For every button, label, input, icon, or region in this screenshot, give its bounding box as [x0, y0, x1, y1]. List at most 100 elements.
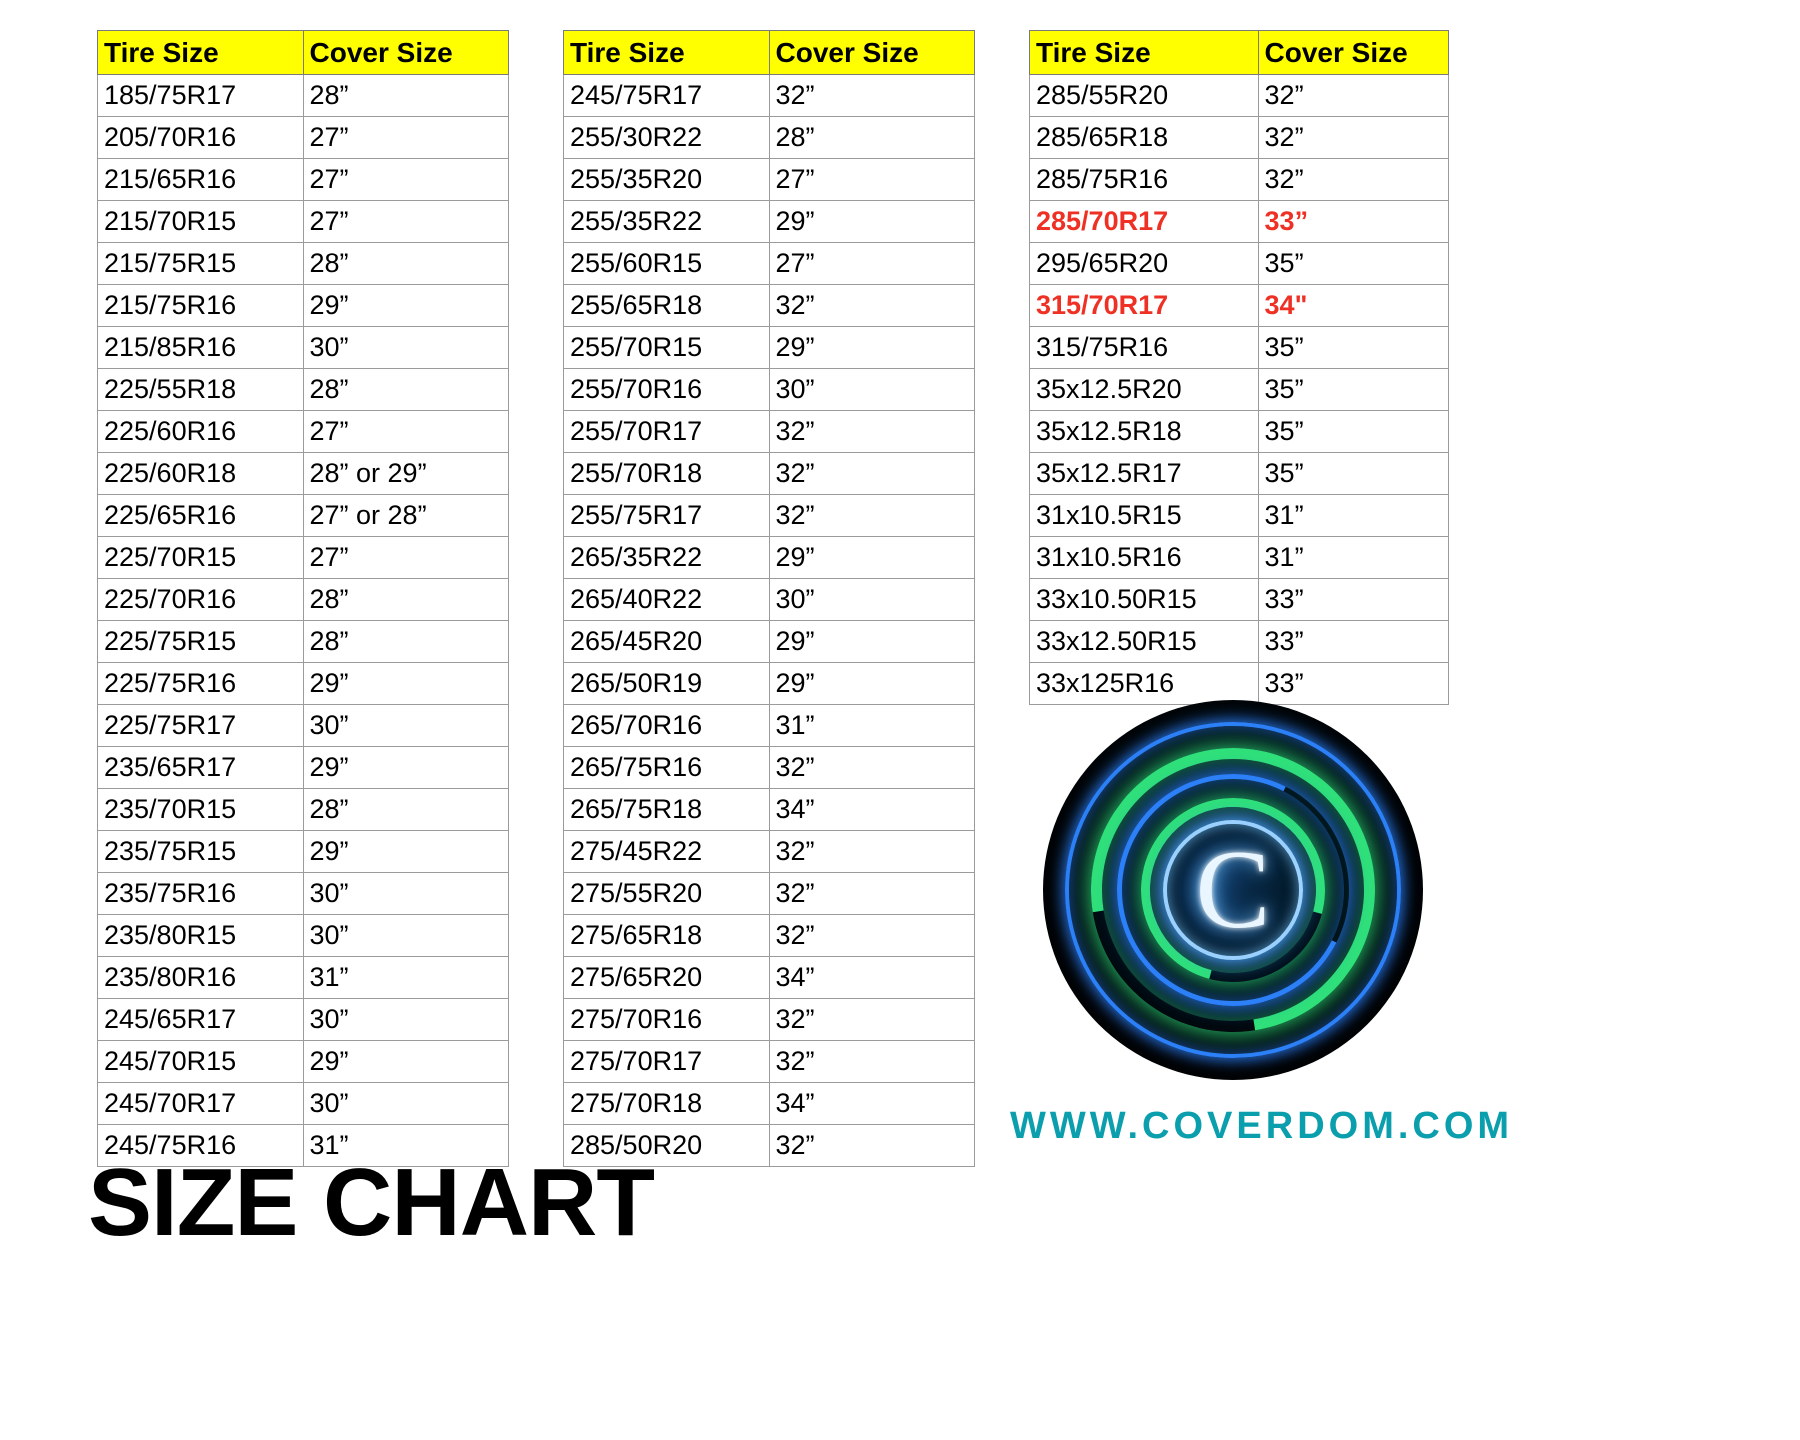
table-row: 275/70R17 32”	[563, 1040, 975, 1083]
table-row: 225/55R18 28”	[97, 368, 509, 411]
logo-ring-inner-blue-icon	[1163, 820, 1303, 960]
cell-cover-size: 32”	[1257, 116, 1450, 159]
table-body: 245/75R17 32” 255/30R22 28” 255/35R20 27” 255/…	[563, 74, 975, 1167]
cell-tire-size: 295/65R20	[1029, 242, 1259, 285]
cell-tire-size: 225/75R15	[97, 620, 304, 663]
cell-tire-size: 265/75R18	[563, 788, 770, 831]
cell-cover-size: 34”	[768, 1082, 975, 1125]
table-row: 255/70R17 32”	[563, 410, 975, 453]
cell-tire-size: 235/70R15	[97, 788, 304, 831]
table-header-row: Tire Size Cover Size	[563, 30, 975, 75]
cell-cover-size: 34”	[768, 956, 975, 999]
cell-tire-size: 31x10.5R15	[1029, 494, 1259, 537]
column-header-cover-size: Cover Size	[768, 30, 975, 75]
cell-tire-size: 285/55R20	[1029, 74, 1259, 117]
cell-cover-size: 35”	[1257, 410, 1450, 453]
cell-tire-size: 265/40R22	[563, 578, 770, 621]
cell-tire-size: 245/70R17	[97, 1082, 304, 1125]
cell-cover-size: 32”	[768, 872, 975, 915]
cell-cover-size: 33”	[1257, 620, 1450, 663]
table-row: 315/75R16 35”	[1029, 326, 1450, 369]
cell-tire-size: 315/70R17	[1029, 284, 1259, 327]
table-row: 275/45R22 32”	[563, 830, 975, 873]
table-row: 215/75R16 29”	[97, 284, 509, 327]
table-row: 225/75R17 30”	[97, 704, 509, 747]
cell-cover-size: 30”	[768, 368, 975, 411]
cell-tire-size: 265/70R16	[563, 704, 770, 747]
cell-tire-size: 235/65R17	[97, 746, 304, 789]
tire-size-table-2: Tire Size Cover Size 245/75R17 32” 255/30R…	[563, 30, 975, 1167]
cell-tire-size: 225/60R18	[97, 452, 304, 495]
cell-tire-size: 225/60R16	[97, 410, 304, 453]
cell-cover-size: 29”	[768, 536, 975, 579]
cell-cover-size: 29”	[768, 326, 975, 369]
table-body: 185/75R17 28” 205/70R16 27” 215/65R16 27” 215/…	[97, 74, 509, 1167]
cell-tire-size: 265/35R22	[563, 536, 770, 579]
cell-tire-size: 255/30R22	[563, 116, 770, 159]
cell-cover-size: 32”	[768, 284, 975, 327]
coverdom-logo: C	[1043, 700, 1423, 1080]
table-row: 185/75R17 28”	[97, 74, 509, 117]
cell-tire-size: 265/50R19	[563, 662, 770, 705]
cell-tire-size: 35x12.5R18	[1029, 410, 1259, 453]
table-row: 285/55R20 32”	[1029, 74, 1450, 117]
column-header-tire-size: Tire Size	[97, 30, 304, 75]
table-row: 255/35R20 27”	[563, 158, 975, 201]
cell-cover-size: 28”	[302, 242, 509, 285]
cell-tire-size: 255/75R17	[563, 494, 770, 537]
cell-tire-size: 225/75R16	[97, 662, 304, 705]
cell-cover-size: 35”	[1257, 368, 1450, 411]
cell-tire-size: 265/45R20	[563, 620, 770, 663]
cell-cover-size: 32”	[768, 410, 975, 453]
cell-cover-size: 28”	[302, 788, 509, 831]
cell-tire-size: 275/70R18	[563, 1082, 770, 1125]
table-row: 225/70R16 28”	[97, 578, 509, 621]
table-row: 255/70R18 32”	[563, 452, 975, 495]
table-row: 235/80R16 31”	[97, 956, 509, 999]
cell-cover-size: 29”	[302, 662, 509, 705]
cell-tire-size: 275/65R20	[563, 956, 770, 999]
cell-tire-size: 255/70R18	[563, 452, 770, 495]
table-row: 215/70R15 27”	[97, 200, 509, 243]
cell-tire-size: 215/65R16	[97, 158, 304, 201]
cell-tire-size: 235/75R15	[97, 830, 304, 873]
cell-tire-size: 255/65R18	[563, 284, 770, 327]
cell-cover-size: 27”	[302, 536, 509, 579]
cell-tire-size: 245/75R17	[563, 74, 770, 117]
cell-tire-size: 33x10.50R15	[1029, 578, 1259, 621]
table-row: 255/35R22 29”	[563, 200, 975, 243]
cell-tire-size: 225/70R15	[97, 536, 304, 579]
cell-cover-size: 30”	[768, 578, 975, 621]
cell-cover-size: 31”	[302, 1124, 509, 1167]
cell-tire-size: 245/65R17	[97, 998, 304, 1041]
table-row: 265/75R16 32”	[563, 746, 975, 789]
page-title: SIZE CHART	[88, 1149, 655, 1256]
cell-cover-size: 33”	[1257, 578, 1450, 621]
table-row: 245/70R15 29”	[97, 1040, 509, 1083]
column-header-cover-size: Cover Size	[1257, 30, 1450, 75]
cell-tire-size: 255/70R15	[563, 326, 770, 369]
cell-cover-size: 28”	[302, 578, 509, 621]
cell-cover-size: 33”	[1257, 200, 1450, 243]
cell-tire-size: 255/70R16	[563, 368, 770, 411]
cell-cover-size: 29”	[302, 746, 509, 789]
cell-tire-size: 275/55R20	[563, 872, 770, 915]
cell-cover-size: 27”	[302, 410, 509, 453]
table-row: 255/75R17 32”	[563, 494, 975, 537]
cell-cover-size: 31”	[1257, 536, 1450, 579]
table-row: 285/70R17 33”	[1029, 200, 1450, 243]
cell-tire-size: 315/75R16	[1029, 326, 1259, 369]
table-header-row: Tire Size Cover Size	[1029, 30, 1450, 75]
cell-cover-size: 31”	[1257, 494, 1450, 537]
tire-size-table-3: Tire Size Cover Size 285/55R20 32” 285/65R…	[1029, 30, 1450, 705]
table-body: 285/55R20 32” 285/65R18 32” 285/75R16 32” 285/…	[1029, 74, 1450, 705]
logo-disc: C	[1043, 700, 1423, 1080]
cell-cover-size: 32”	[768, 74, 975, 117]
cell-cover-size: 28”	[768, 116, 975, 159]
cell-tire-size: 285/65R18	[1029, 116, 1259, 159]
cell-cover-size: 28”	[302, 368, 509, 411]
cell-tire-size: 275/70R16	[563, 998, 770, 1041]
cell-cover-size: 30”	[302, 704, 509, 747]
table-row: 235/75R15 29”	[97, 830, 509, 873]
